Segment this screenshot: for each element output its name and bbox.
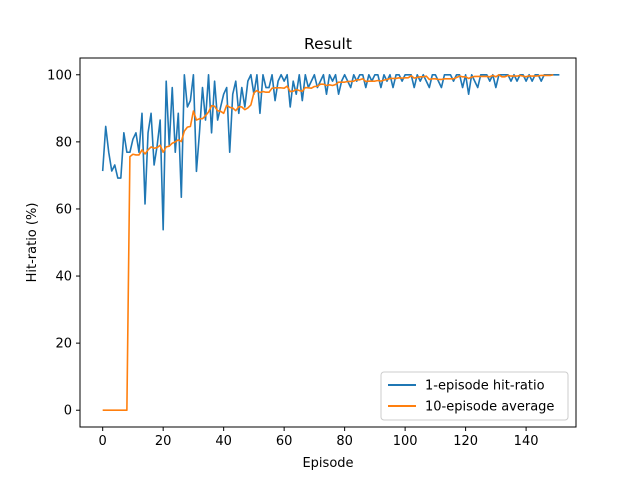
series-line-hit-ratio xyxy=(101,73,560,231)
x-tick-label: 40 xyxy=(215,434,232,449)
y-tick-label: 20 xyxy=(55,337,72,352)
legend: 1-episode hit-ratio 10-episode average xyxy=(380,371,569,421)
x-tick-label: 60 xyxy=(276,434,293,449)
x-tick-label: 100 xyxy=(393,434,418,449)
x-tick-label: 140 xyxy=(514,434,539,449)
y-tick-label: 60 xyxy=(55,202,72,217)
y-tick-label: 80 xyxy=(55,135,72,150)
x-axis-title: Episode xyxy=(302,456,353,471)
x-tick-label: 20 xyxy=(155,434,172,449)
series-layer xyxy=(101,73,560,412)
x-tick-label: 120 xyxy=(453,434,478,449)
y-tick-label: 100 xyxy=(47,68,72,83)
y-axis-title: Hit-ratio (%) xyxy=(25,203,40,283)
x-axis: 0 20 40 60 80 100 120 140 xyxy=(99,427,539,449)
plot-frame xyxy=(79,57,577,428)
y-tick-label: 0 xyxy=(64,404,72,419)
y-tick-label: 40 xyxy=(55,270,72,285)
legend-label-average: 10-episode average xyxy=(425,400,554,415)
series-line-average xyxy=(102,73,554,412)
legend-box xyxy=(380,371,569,421)
legend-label-hit-ratio: 1-episode hit-ratio xyxy=(425,379,545,394)
x-tick-label: 80 xyxy=(336,434,353,449)
chart-title: Result xyxy=(304,35,352,53)
x-tick-label: 0 xyxy=(99,434,107,449)
y-axis: 0 20 40 60 80 100 xyxy=(47,68,80,419)
